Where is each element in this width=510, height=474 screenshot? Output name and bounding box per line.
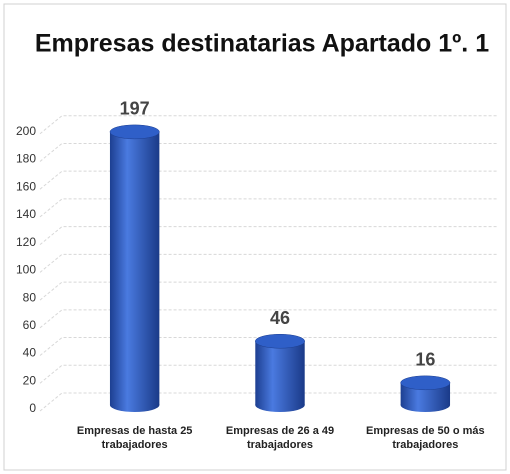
- y-tick-label: 100: [16, 263, 36, 277]
- grid-line: [39, 198, 498, 218]
- y-tick-label: 60: [23, 318, 37, 332]
- grid-line: [39, 253, 498, 273]
- bar: [109, 124, 160, 412]
- y-tick-label: 20: [23, 373, 37, 387]
- grid-line: [39, 226, 498, 246]
- bar-top: [255, 333, 305, 349]
- frame: [3, 3, 507, 471]
- bar: [400, 375, 451, 412]
- chart-title: Empresas destinatarias Apartado 1º. 1: [35, 30, 489, 58]
- y-tick-label: 200: [16, 124, 36, 138]
- grid-line: [39, 281, 498, 301]
- y-tick-label: 40: [23, 346, 37, 360]
- x-tick-label: Empresas de 26 a 49 trabajadores: [225, 425, 335, 451]
- grid-line: [39, 170, 498, 190]
- grid-line: [39, 115, 498, 135]
- x-tick-label: Empresas de 50 o más trabajadores: [366, 425, 485, 451]
- bar: [255, 333, 305, 412]
- data-label: 16: [415, 350, 435, 370]
- y-tick-label: 180: [16, 152, 36, 166]
- bar-base: [255, 398, 305, 412]
- bar-top: [109, 124, 160, 140]
- bar-body: [255, 341, 305, 405]
- y-tick-label: 80: [23, 290, 37, 304]
- grid-line: [39, 142, 498, 162]
- y-tick-label: 160: [16, 179, 36, 193]
- data-label: 46: [270, 308, 290, 328]
- bar-base: [400, 398, 451, 412]
- data-label: 197: [120, 99, 150, 119]
- bar-body: [109, 131, 160, 406]
- bar-base: [109, 398, 160, 412]
- y-tick-label: 120: [16, 235, 36, 249]
- y-tick-label: 0: [29, 401, 36, 415]
- x-tick-label: Empresas de hasta 25 trabajadores: [76, 425, 193, 451]
- bar-top: [400, 375, 451, 391]
- y-tick-label: 140: [16, 207, 36, 221]
